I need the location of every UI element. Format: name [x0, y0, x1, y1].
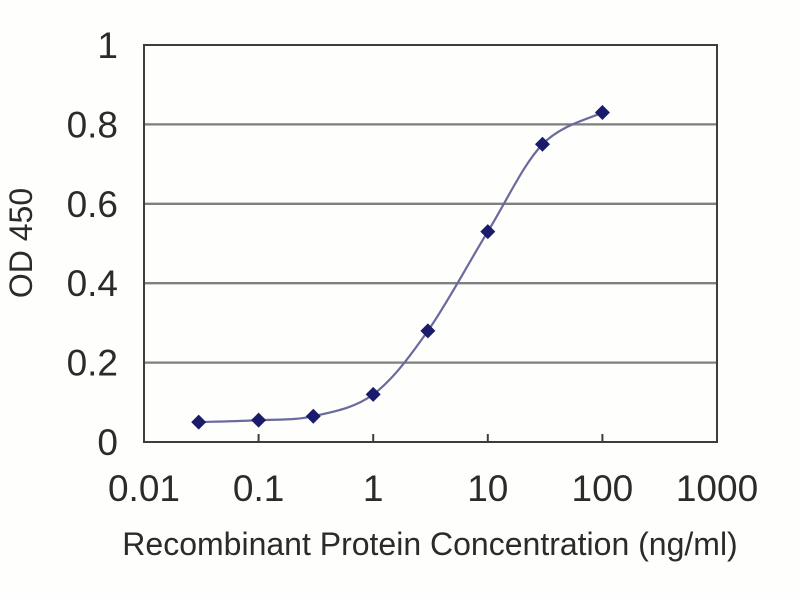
- y-tick-label: 0.8: [67, 104, 118, 145]
- y-tick-label: 0: [97, 422, 118, 463]
- plot-border: [143, 44, 718, 443]
- y-axis-title: OD 450: [3, 187, 39, 299]
- data-point-marker: [534, 136, 550, 152]
- x-tick-label: 10: [467, 468, 508, 509]
- y-tick-label: 0.6: [67, 184, 118, 225]
- data-point-marker: [305, 408, 321, 424]
- data-point-marker: [251, 412, 267, 428]
- y-tick-label: 0.4: [67, 263, 118, 304]
- x-tick-label: 1: [363, 468, 384, 509]
- data-point-marker: [594, 104, 610, 120]
- data-point-marker: [420, 323, 436, 339]
- data-point-marker: [480, 224, 496, 240]
- x-tick-label: 0.1: [233, 468, 284, 509]
- x-tick-label: 1000: [676, 468, 758, 509]
- data-point-marker: [191, 414, 207, 430]
- x-tick-label: 100: [572, 468, 634, 509]
- x-tick-label: 0.01: [108, 468, 180, 509]
- response-curve: [198, 111, 603, 424]
- y-tick-label: 1: [97, 25, 118, 66]
- x-axis-title: Recombinant Protein Concentration (ng/ml…: [122, 526, 738, 562]
- y-tick-label: 0.2: [67, 343, 118, 384]
- data-point-marker: [365, 386, 381, 402]
- plot-area: [144, 45, 717, 442]
